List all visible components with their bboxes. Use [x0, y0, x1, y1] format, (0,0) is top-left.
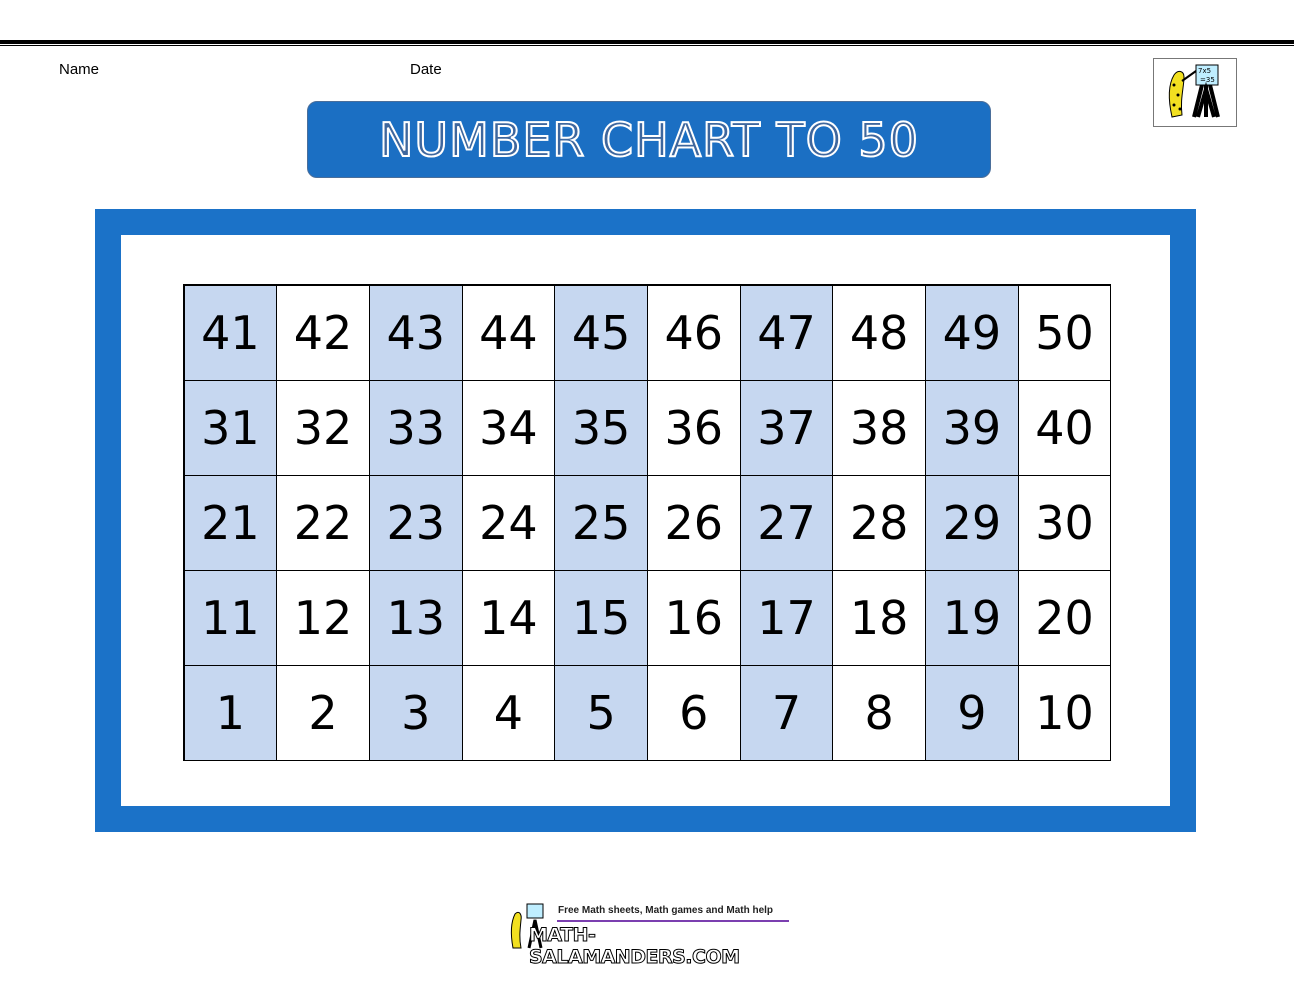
footer-logo: Free Math sheets, Math games and Math he… [505, 900, 790, 969]
footer-site: MATH-SALAMANDERS.COM [529, 924, 741, 969]
salamander-logo: 7x5 =35 [1153, 58, 1237, 127]
page-title: NUMBER CHART TO 50 [378, 112, 919, 168]
grid-cell: 5 [554, 664, 648, 761]
grid-cell: 24 [461, 474, 556, 571]
name-label: Name [59, 61, 100, 78]
svg-text:=35: =35 [1200, 76, 1215, 84]
grid-cell: 18 [832, 569, 926, 666]
grid-cell: 12 [276, 569, 370, 666]
grid-cell: 43 [368, 284, 463, 381]
grid-cell: 42 [276, 284, 370, 381]
grid-cell: 46 [646, 284, 741, 381]
title-banner: NUMBER CHART TO 50 [307, 101, 991, 178]
grid-cell: 36 [646, 379, 741, 476]
number-grid: 41 42 43 44 45 46 47 48 49 50 31 32 33 34 35 36 37 38 39 40… [183, 284, 1112, 761]
grid-cell: 20 [1017, 569, 1112, 666]
top-rule [0, 40, 1294, 44]
svg-text:7x5: 7x5 [1198, 67, 1211, 75]
footer-tagline: Free Math sheets, Math games and Math he… [558, 905, 774, 916]
grid-cell: 29 [925, 474, 1019, 571]
grid-cell: 14 [461, 569, 556, 666]
grid-cell: 26 [646, 474, 741, 571]
grid-cell: 33 [368, 379, 463, 476]
grid-cell: 31 [183, 379, 278, 476]
grid-cell: 49 [925, 284, 1019, 381]
grid-cell: 4 [461, 664, 556, 761]
grid-cell: 38 [832, 379, 926, 476]
grid-cell: 50 [1017, 284, 1112, 381]
grid-cell: 16 [646, 569, 741, 666]
grid-cell: 45 [554, 284, 648, 381]
grid-cell: 40 [1017, 379, 1112, 476]
grid-cell: 8 [832, 664, 926, 761]
grid-cell: 17 [739, 569, 834, 666]
grid-cell: 30 [1017, 474, 1112, 571]
grid-cell: 13 [368, 569, 463, 666]
grid-cell: 37 [739, 379, 834, 476]
grid-cell: 2 [276, 664, 370, 761]
grid-cell: 22 [276, 474, 370, 571]
grid-cell: 48 [832, 284, 926, 381]
grid-cell: 6 [646, 664, 741, 761]
grid-cell: 27 [739, 474, 834, 571]
footer-underline [557, 920, 789, 922]
grid-cell: 19 [925, 569, 1019, 666]
grid-cell: 9 [925, 664, 1019, 761]
grid-cell: 7 [739, 664, 834, 761]
grid-cell: 23 [368, 474, 463, 571]
grid-cell: 1 [183, 664, 278, 761]
grid-cell: 41 [183, 284, 278, 381]
grid-cell: 28 [832, 474, 926, 571]
grid-cell: 3 [368, 664, 463, 761]
grid-cell: 32 [276, 379, 370, 476]
grid-cell: 15 [554, 569, 648, 666]
top-rule-thin [0, 45, 1294, 46]
grid-cell: 25 [554, 474, 648, 571]
salamander-icon [510, 903, 544, 949]
grid-cell: 10 [1017, 664, 1112, 761]
grid-cell: 34 [461, 379, 556, 476]
grid-cell: 47 [739, 284, 834, 381]
grid-cell: 35 [554, 379, 648, 476]
grid-cell: 44 [461, 284, 556, 381]
grid-cell: 21 [183, 474, 278, 571]
date-label: Date [410, 61, 442, 78]
grid-cell: 39 [925, 379, 1019, 476]
grid-cell: 11 [183, 569, 278, 666]
